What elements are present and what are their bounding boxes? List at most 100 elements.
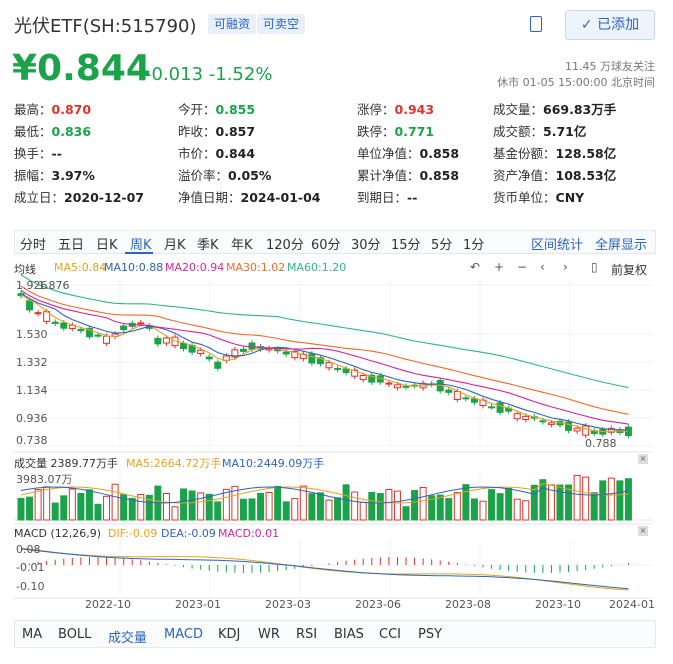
stat-label: 换手：: [14, 146, 52, 161]
stat-1-3: 成交额：5.71亿: [493, 121, 586, 140]
volume-bar: [171, 506, 179, 521]
tab-12[interactable]: 1分: [463, 238, 485, 253]
tab-4[interactable]: 月K: [164, 238, 186, 253]
stat-value: CNY: [555, 190, 585, 205]
volume-bar: [231, 485, 239, 521]
candle-body: [51, 321, 59, 324]
volume-bar: [522, 500, 530, 521]
tab-0[interactable]: 分时: [20, 238, 47, 253]
close-macd-icon[interactable]: ×: [638, 526, 648, 536]
indicator-2[interactable]: 成交量: [108, 631, 148, 646]
stat-2-1: 市价：0.844: [178, 143, 255, 162]
fullscreen-link[interactable]: 全屏显示: [595, 238, 648, 253]
stat-1-2: 跌停：0.771: [357, 121, 434, 140]
indicator-5[interactable]: WR: [258, 627, 280, 642]
volume-bar: [291, 498, 299, 521]
tab-7[interactable]: 120分: [266, 238, 304, 253]
candle-body: [325, 362, 333, 369]
candle-body: [470, 398, 478, 403]
ma-line-0: [20, 294, 629, 433]
margin-badge: 可融资: [208, 14, 257, 34]
tab-6[interactable]: 年K: [231, 238, 253, 253]
tab-10[interactable]: 15分: [391, 238, 421, 253]
volume-bar: [239, 498, 247, 521]
close-vol-icon[interactable]: ×: [638, 454, 648, 464]
dif-legend: DIF:-0.09: [108, 527, 158, 540]
candle-body: [445, 389, 453, 393]
volume-bar: [222, 488, 230, 521]
volume-bar: [342, 484, 350, 521]
indicator-6[interactable]: RSI: [296, 627, 318, 642]
tab-8[interactable]: 60分: [311, 238, 341, 253]
pan-left-icon[interactable]: ‹: [540, 260, 545, 274]
stat-3-3: 资产净值：108.53亿: [493, 165, 616, 184]
pan-right-icon[interactable]: ›: [563, 260, 568, 274]
followers-count: 11.45 万球友关注: [565, 60, 655, 73]
undo-icon[interactable]: ↶: [470, 260, 481, 274]
stat-4-1: 净值日期：2024-01-04: [178, 187, 320, 206]
indicator-1[interactable]: BOLL: [58, 627, 92, 642]
volume-bar: [359, 501, 367, 521]
lock-icon[interactable]: ▯: [591, 260, 598, 274]
x-axis-label: 2023-06: [355, 598, 401, 611]
zoom-out-icon[interactable]: −: [517, 260, 528, 274]
volume-bar: [145, 494, 153, 521]
volume-bar: [188, 490, 196, 521]
stat-2-0: 换手：--: [14, 143, 62, 162]
tab-1[interactable]: 五日: [58, 238, 85, 253]
indicator-7[interactable]: BIAS: [334, 627, 364, 642]
stat-0-1: 今开：0.855: [178, 99, 255, 118]
tab-5[interactable]: 季K: [197, 238, 219, 253]
volume-bar: [573, 475, 581, 521]
stat-label: 振幅：: [14, 168, 52, 183]
candle-body: [77, 328, 85, 332]
stat-value: 0.858: [419, 146, 460, 161]
indicator-0[interactable]: MA: [22, 627, 43, 642]
bookmark-icon[interactable]: [530, 16, 542, 32]
indicator-8[interactable]: CCI: [379, 627, 401, 642]
stat-label: 今开：: [178, 102, 216, 117]
zoom-in-icon[interactable]: +: [494, 260, 505, 274]
candlesticks: [17, 290, 632, 439]
stat-value: 0.05%: [228, 168, 272, 183]
volume-bar: [479, 500, 487, 521]
volume-bar: [334, 497, 342, 521]
volume-bar: [556, 484, 564, 521]
stat-3-0: 振幅：3.97%: [14, 165, 95, 184]
ma20-legend: MA20:0.94: [165, 261, 225, 274]
candle-body: [522, 415, 530, 420]
volume-bar: [393, 490, 401, 521]
candle-body: [607, 427, 615, 433]
candle-body: [94, 334, 102, 337]
candle-body: [513, 413, 521, 420]
vol-ma10-legend: MA10:2449.09万手: [222, 457, 325, 470]
candle-body: [334, 367, 342, 370]
added-button[interactable]: ✓ 已添加: [565, 10, 655, 40]
current-price: ¥0.844: [12, 48, 151, 89]
volume-bar: [85, 489, 93, 521]
tab-3[interactable]: 周K: [130, 238, 152, 253]
stat-value: 0.858: [419, 168, 460, 183]
candle-body: [282, 351, 290, 355]
chart-grid: [14, 278, 652, 599]
x-axis-label: 2023-10: [535, 598, 581, 611]
stat-value: 5.71亿: [543, 124, 587, 139]
stat-label: 最高：: [14, 102, 52, 117]
indicator-4[interactable]: KDJ: [218, 627, 241, 642]
tab-2[interactable]: 日K: [96, 238, 118, 253]
candle-body: [547, 422, 555, 425]
indicator-3[interactable]: MACD: [164, 627, 203, 642]
candle-body: [120, 325, 128, 331]
adjust-mode[interactable]: 前复权: [611, 263, 648, 277]
indicator-9[interactable]: PSY: [418, 627, 443, 642]
tab-11[interactable]: 5分: [431, 238, 453, 253]
stat-value: 0.870: [51, 102, 92, 117]
volume-bar: [120, 494, 128, 521]
range-stats-link[interactable]: 区间统计: [531, 238, 584, 253]
volume-bar: [530, 484, 538, 521]
candle-body: [385, 382, 393, 385]
stat-3-2: 累计净值：0.858: [357, 165, 459, 184]
tab-9[interactable]: 30分: [351, 238, 381, 253]
